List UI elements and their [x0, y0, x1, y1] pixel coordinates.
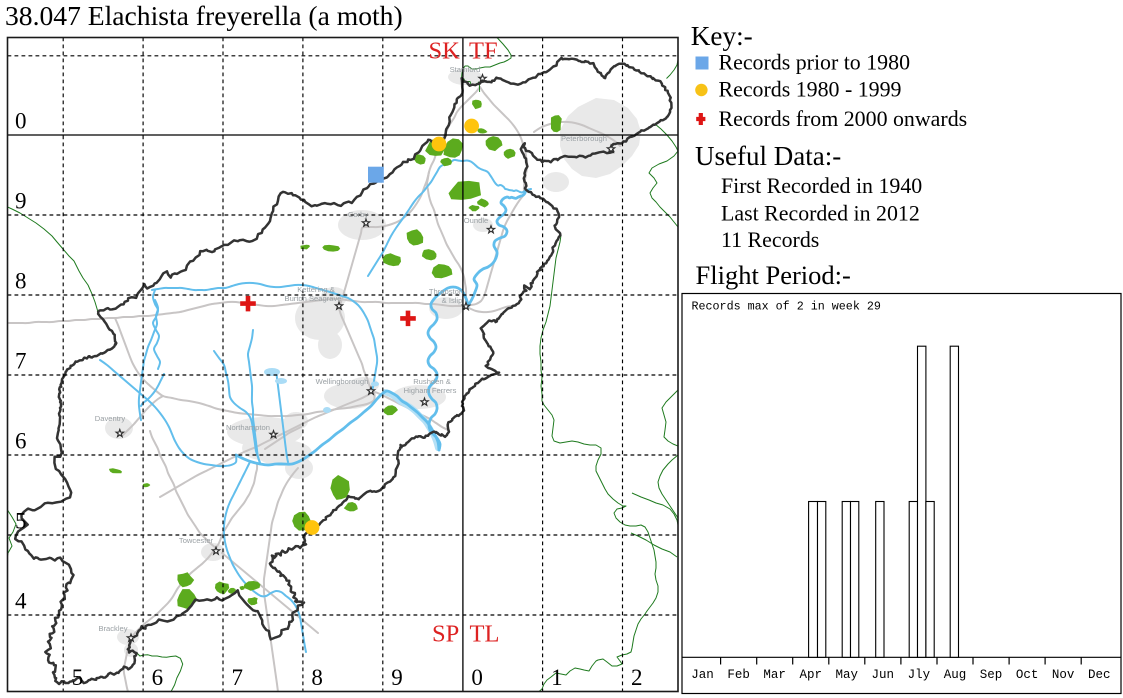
svg-text:Wellingborough: Wellingborough [316, 377, 369, 386]
svg-text:Burton Seagrave: Burton Seagrave [285, 294, 342, 303]
svg-text:5: 5 [15, 508, 27, 533]
svg-text:0: 0 [15, 108, 27, 133]
svg-text:9: 9 [15, 188, 27, 213]
svg-text:First Recorded in 1940: First Recorded in 1940 [721, 173, 922, 198]
svg-text:Jan: Jan [691, 668, 714, 682]
svg-text:Kettering &: Kettering & [297, 285, 335, 294]
svg-text:Nov: Nov [1052, 668, 1075, 682]
svg-text:6: 6 [15, 428, 27, 453]
svg-text:4: 4 [15, 588, 27, 613]
svg-text:Apr: Apr [799, 668, 822, 682]
svg-text:Thrapston: Thrapston [429, 287, 463, 296]
svg-text:Records max of 2 in week 29: Records max of 2 in week 29 [692, 300, 881, 314]
svg-text:TF: TF [469, 38, 498, 65]
svg-text:Stamford: Stamford [450, 65, 481, 74]
svg-text:Useful Data:-: Useful Data:- [695, 141, 841, 171]
svg-text:8: 8 [15, 268, 27, 293]
svg-text:Daventry: Daventry [95, 414, 126, 423]
svg-text:Oct: Oct [1016, 668, 1039, 682]
svg-text:9: 9 [391, 665, 403, 690]
svg-text:1: 1 [551, 665, 563, 690]
svg-text:8: 8 [311, 665, 323, 690]
svg-text:Corby: Corby [348, 210, 368, 219]
svg-text:Last Recorded in 2012: Last Recorded in 2012 [721, 201, 920, 226]
svg-text:Northampton: Northampton [226, 423, 270, 432]
svg-text:11 Records: 11 Records [721, 227, 819, 252]
svg-text:6: 6 [152, 665, 164, 690]
svg-text:Towcester: Towcester [179, 536, 214, 545]
svg-text:Dec: Dec [1088, 668, 1111, 682]
svg-text:Aug: Aug [944, 668, 967, 682]
svg-text:7: 7 [232, 665, 244, 690]
svg-text:Records prior to 1980: Records prior to 1980 [719, 50, 911, 75]
svg-text:38.047 Elachista freyerella (a: 38.047 Elachista freyerella (a moth) [5, 0, 403, 31]
svg-text:SP: SP [432, 621, 459, 648]
svg-text:2: 2 [631, 665, 643, 690]
svg-text:Higham Ferrers: Higham Ferrers [404, 386, 457, 395]
svg-text:Records from 2000 onwards: Records from 2000 onwards [719, 106, 968, 131]
svg-text:7: 7 [15, 348, 27, 373]
svg-text:Peterborough: Peterborough [561, 134, 607, 143]
svg-text:SK: SK [429, 38, 461, 65]
svg-text:& Islip: & Islip [442, 296, 463, 305]
svg-text:Jun: Jun [872, 668, 895, 682]
svg-text:0: 0 [471, 665, 483, 690]
svg-text:Brackley: Brackley [98, 624, 127, 633]
svg-text:TL: TL [470, 621, 500, 648]
svg-text:Sep: Sep [980, 668, 1003, 682]
svg-text:Key:-: Key:- [691, 21, 753, 51]
svg-text:Mar: Mar [763, 668, 786, 682]
svg-text:5: 5 [72, 665, 84, 690]
svg-text:Feb: Feb [727, 668, 750, 682]
svg-text:Records 1980 - 1999: Records 1980 - 1999 [719, 77, 902, 102]
svg-text:Rushden &: Rushden & [413, 377, 451, 386]
svg-text:Jly: Jly [908, 668, 931, 682]
svg-text:May: May [836, 668, 859, 682]
svg-text:Oundle: Oundle [464, 216, 489, 225]
svg-text:Flight Period:-: Flight Period:- [696, 260, 851, 290]
